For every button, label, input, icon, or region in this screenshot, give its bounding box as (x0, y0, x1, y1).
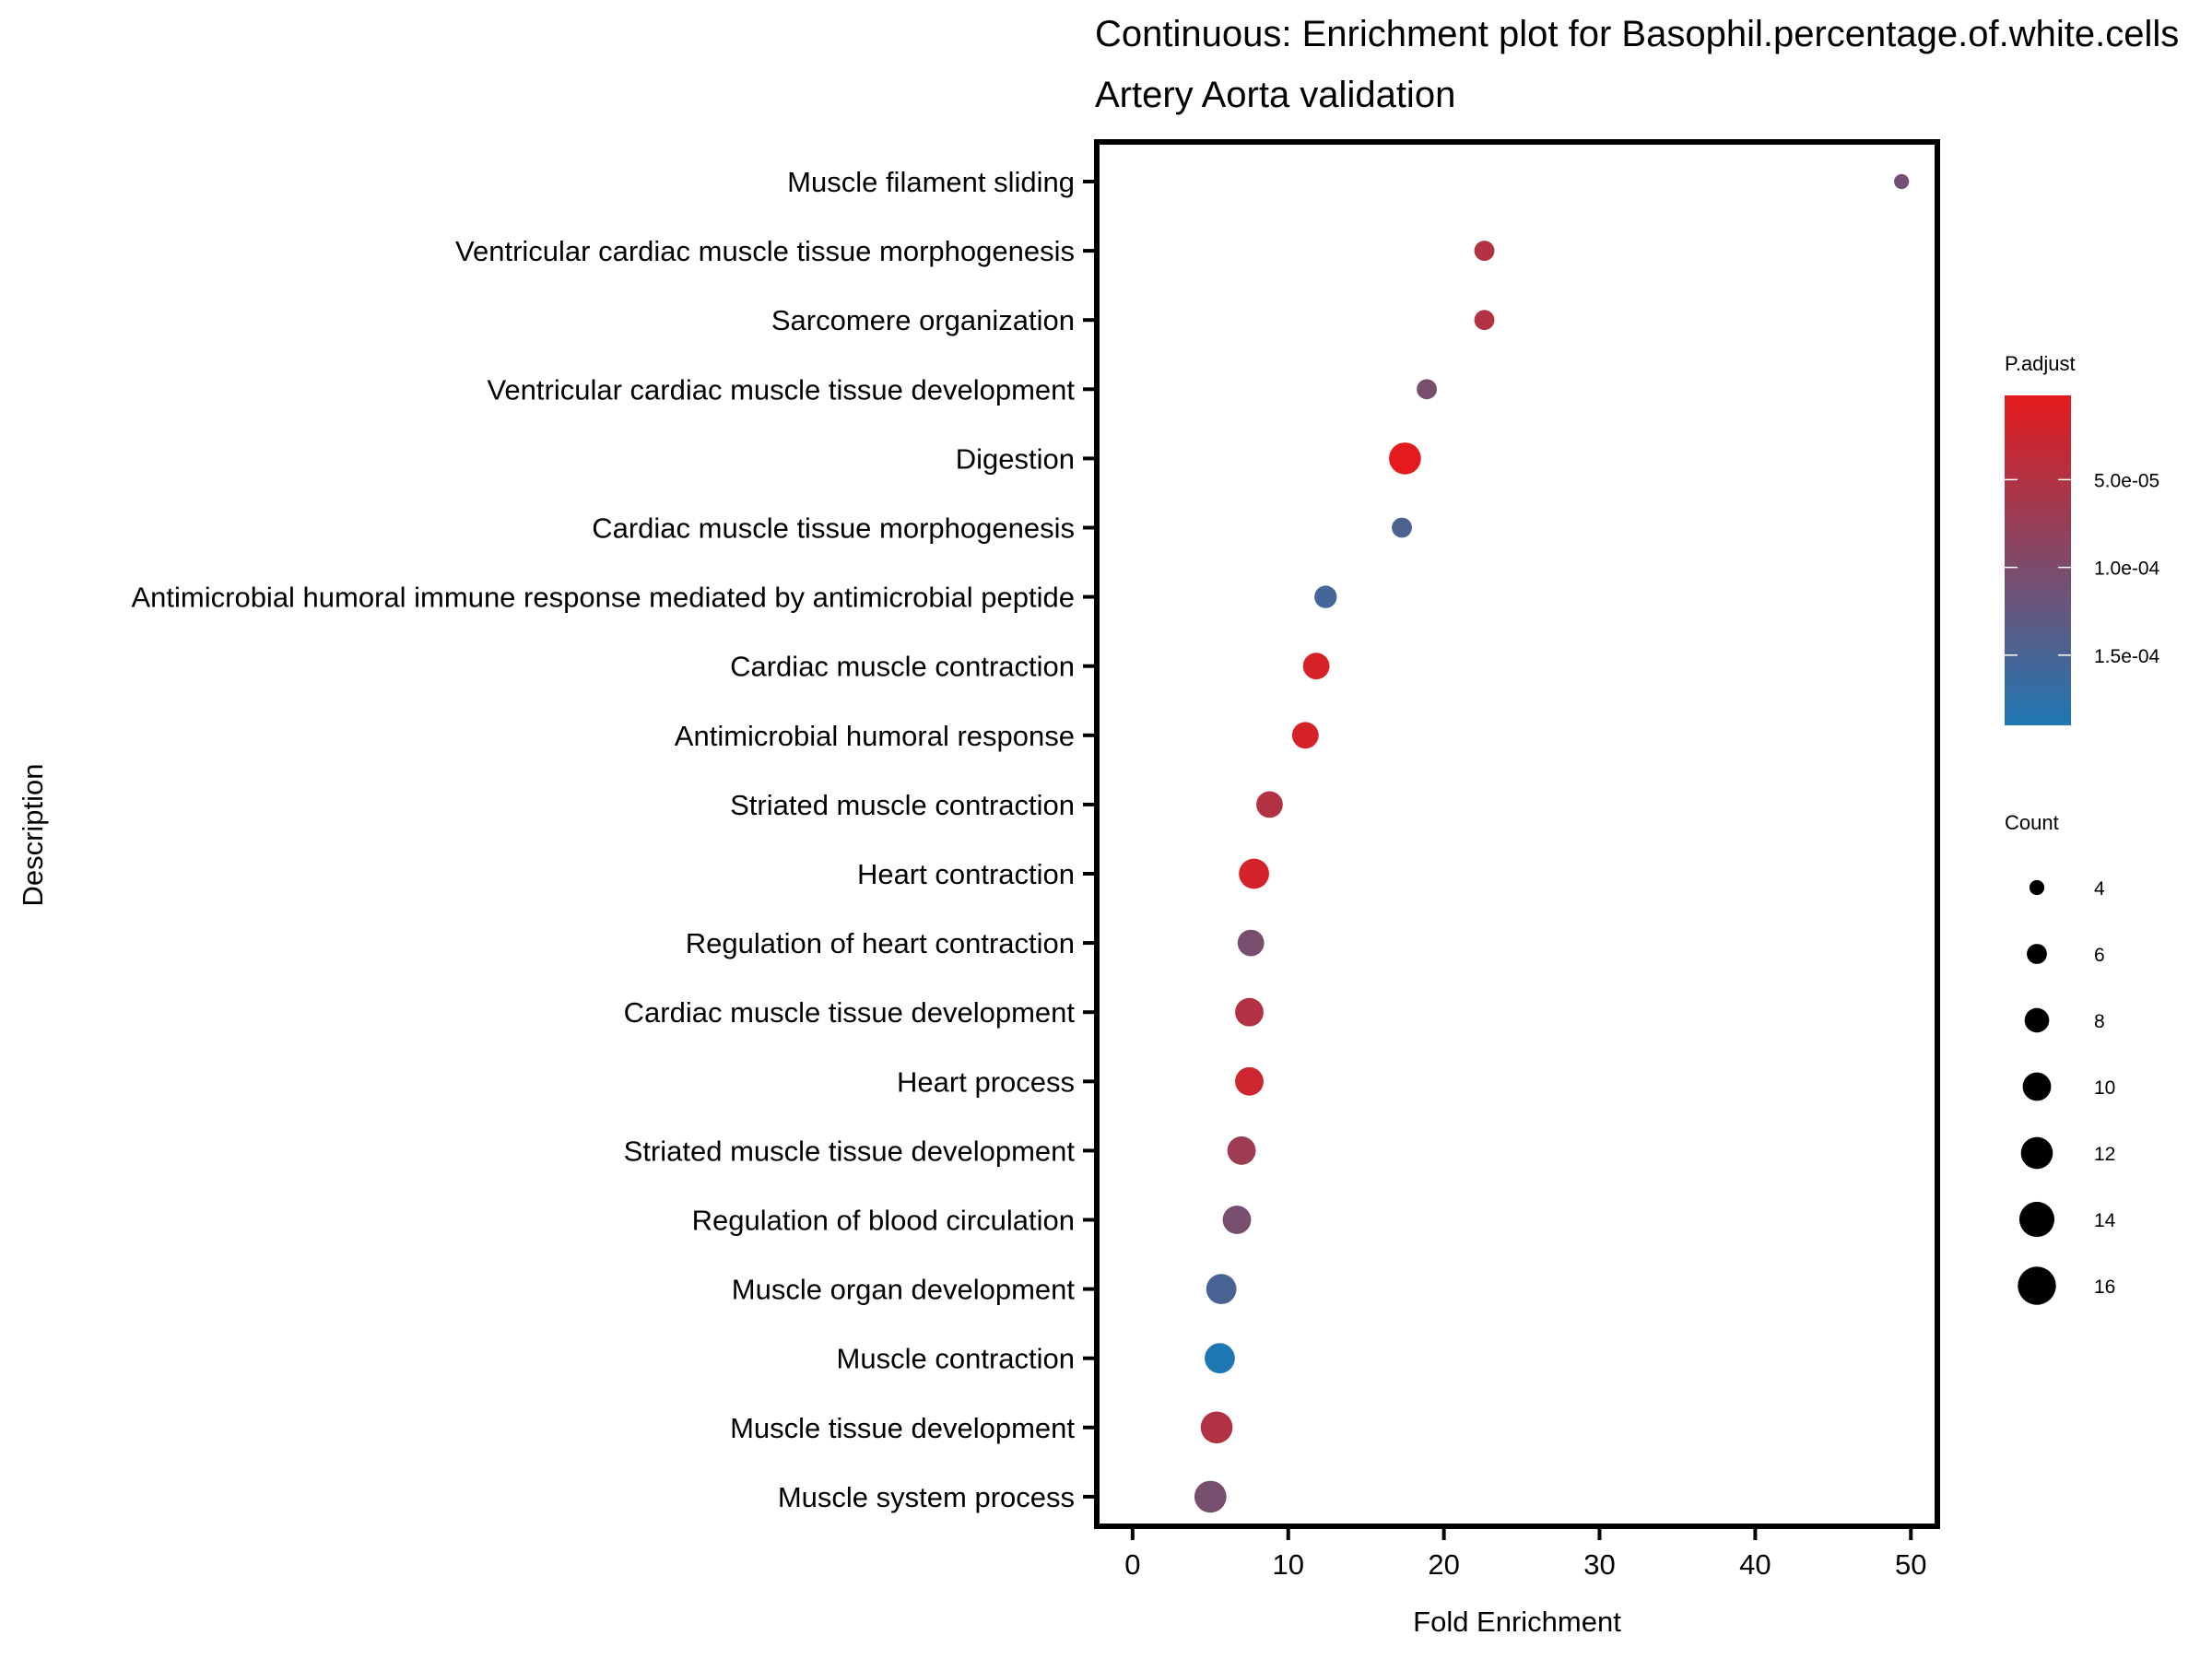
y-tick-label: Muscle system process (778, 1481, 1075, 1513)
y-tick-label: Muscle tissue development (730, 1412, 1075, 1444)
data-point (1200, 1411, 1233, 1444)
y-tick-label: Regulation of heart contraction (686, 927, 1075, 959)
y-tick-label: Striated muscle contraction (730, 789, 1075, 821)
data-point (1235, 1066, 1264, 1096)
data-point (1239, 858, 1269, 889)
size-legend-label: 14 (2094, 1210, 2116, 1231)
data-point (1894, 173, 1910, 190)
size-legend-title: Count (2005, 811, 2059, 834)
y-tick-label: Cardiac muscle tissue development (624, 996, 1076, 1029)
color-legend: P.adjust 5.0e-05 1.0e-04 1.5e-04 (2005, 352, 2160, 725)
y-tick-label: Antimicrobial humoral response (675, 720, 1075, 752)
y-tick-label: Antimicrobial humoral immune response me… (132, 582, 1076, 614)
data-point (1302, 653, 1330, 680)
x-tick-label: 10 (1272, 1548, 1303, 1581)
x-tick-label: 0 (1124, 1548, 1140, 1581)
x-tick-label: 30 (1583, 1548, 1615, 1581)
data-point (1206, 1274, 1237, 1304)
x-axis-title: Fold Enrichment (1413, 1606, 1621, 1638)
chart-title: Continuous: Enrichment plot for Basophil… (1095, 14, 2179, 54)
data-point (1256, 791, 1283, 818)
y-tick-label: Striated muscle tissue development (624, 1135, 1076, 1167)
data-point (1237, 929, 1265, 957)
y-tick-label: Heart process (897, 1065, 1075, 1098)
size-legend: Count 4 6 8 10 12 14 16 (2005, 811, 2116, 1305)
color-legend-title: P.adjust (2005, 352, 2076, 375)
x-tick-label: 20 (1428, 1548, 1459, 1581)
data-point (1314, 585, 1337, 608)
chart-subtitle: Artery Aorta validation (1095, 75, 1455, 115)
size-legend-label: 10 (2094, 1077, 2115, 1099)
size-legend-label: 6 (2094, 945, 2105, 966)
data-point (1205, 1343, 1235, 1374)
y-tick-label: Cardiac muscle contraction (730, 651, 1075, 683)
x-tick-label: 50 (1895, 1548, 1926, 1581)
size-legend-key (2018, 1201, 2055, 1238)
y-tick-label: Regulation of blood circulation (692, 1205, 1075, 1237)
data-point (1222, 1206, 1252, 1234)
size-legend-key (2022, 1072, 2052, 1101)
data-point (1474, 310, 1495, 331)
x-tick-label: 40 (1739, 1548, 1771, 1581)
y-tick-label: Cardiac muscle tissue morphogenesis (592, 512, 1075, 545)
data-point (1227, 1135, 1256, 1165)
size-legend-key (2024, 1007, 2050, 1033)
data-point (1235, 997, 1264, 1027)
color-legend-label: 1.0e-04 (2094, 559, 2160, 580)
size-legend-key (2018, 1266, 2056, 1305)
y-tick-label: Muscle organ development (732, 1274, 1076, 1306)
plot-panel-border (1094, 139, 1940, 1529)
size-legend-key (2027, 944, 2047, 964)
y-tick-label: Ventricular cardiac muscle tissue morpho… (455, 235, 1075, 267)
y-tick-label: Muscle contraction (837, 1343, 1075, 1375)
size-legend-label: 4 (2094, 878, 2105, 900)
y-axis-title: Description (17, 763, 49, 906)
data-point (1474, 241, 1495, 262)
color-legend-label: 1.5e-04 (2094, 646, 2160, 667)
size-legend-label: 8 (2094, 1011, 2105, 1032)
y-tick-label: Sarcomere organization (771, 304, 1075, 336)
y-tick-label: Muscle filament sliding (787, 166, 1075, 198)
y-tick-label: Heart contraction (857, 858, 1075, 890)
y-tick-label: Digestion (956, 442, 1075, 475)
data-point (1417, 379, 1437, 400)
size-legend-label: 12 (2094, 1144, 2115, 1165)
y-tick-label: Ventricular cardiac muscle tissue develo… (487, 373, 1075, 406)
data-point (1194, 1480, 1227, 1513)
size-legend-key (2020, 1136, 2053, 1170)
color-legend-bar (2005, 395, 2071, 725)
data-point (1392, 517, 1412, 538)
size-legend-key (2029, 879, 2045, 896)
color-legend-label: 5.0e-05 (2094, 470, 2159, 491)
data-point (1389, 442, 1421, 475)
size-legend-label: 16 (2094, 1277, 2115, 1298)
data-point (1291, 722, 1319, 749)
